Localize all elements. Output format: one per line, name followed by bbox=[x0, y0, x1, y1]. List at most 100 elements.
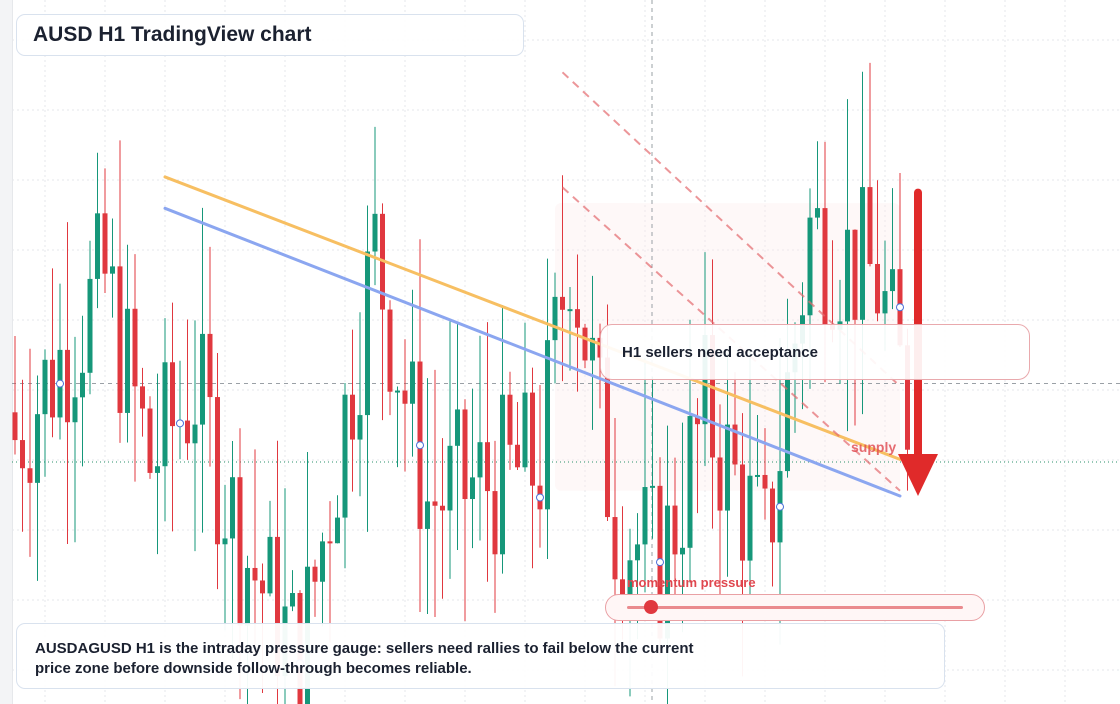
candle-bearish bbox=[327, 541, 333, 544]
candle-bullish bbox=[552, 296, 558, 341]
candle-bullish bbox=[477, 442, 483, 478]
candle-bullish bbox=[815, 208, 820, 218]
candle-bullish bbox=[845, 229, 850, 322]
candle-bearish bbox=[252, 567, 258, 581]
candle-bearish bbox=[485, 442, 490, 492]
event-marker bbox=[896, 303, 904, 312]
candle-bearish bbox=[12, 412, 18, 441]
event-marker bbox=[56, 379, 64, 388]
candle-bullish bbox=[230, 477, 235, 539]
candle-bullish bbox=[395, 390, 400, 393]
candle-bearish bbox=[215, 397, 220, 545]
candle-bearish bbox=[710, 335, 715, 458]
candle-bullish bbox=[860, 187, 865, 320]
candle-bearish bbox=[65, 349, 70, 423]
candle-bearish bbox=[440, 505, 445, 511]
candle-bullish bbox=[267, 536, 273, 594]
candle-bullish bbox=[642, 487, 648, 545]
candle-bullish bbox=[42, 359, 48, 415]
candle-bearish bbox=[387, 309, 393, 392]
candle-bullish bbox=[522, 392, 528, 468]
candle-bearish bbox=[170, 362, 175, 427]
candle-bearish bbox=[605, 357, 610, 518]
candle-bearish bbox=[147, 408, 153, 473]
candle-bearish bbox=[207, 333, 213, 398]
candle-bearish bbox=[50, 359, 55, 418]
candle-bearish bbox=[717, 457, 723, 511]
candle-bullish bbox=[665, 505, 670, 639]
left-toolbar-rail bbox=[0, 0, 13, 704]
moving-average-orange bbox=[163, 175, 902, 461]
candle-bullish bbox=[747, 475, 753, 561]
candle-bearish bbox=[582, 327, 588, 361]
candle-bearish bbox=[140, 386, 145, 409]
candle-bullish bbox=[365, 251, 370, 416]
candle-bullish bbox=[545, 340, 550, 510]
candle-bearish bbox=[132, 308, 138, 387]
candle-bearish bbox=[237, 477, 243, 626]
candle-bullish bbox=[72, 397, 78, 423]
momentum-pressure-slider[interactable] bbox=[605, 594, 985, 621]
candle-bullish bbox=[357, 415, 363, 440]
moving-average-blue bbox=[163, 206, 902, 498]
candle-bullish bbox=[785, 372, 790, 472]
candle-bullish bbox=[342, 394, 348, 518]
candle-bullish bbox=[335, 517, 340, 544]
event-marker bbox=[536, 493, 544, 502]
candle-bullish bbox=[687, 416, 693, 548]
candle-bullish bbox=[162, 362, 168, 467]
candle-bearish bbox=[732, 424, 738, 465]
candle-bullish bbox=[320, 541, 325, 582]
candle-bullish bbox=[95, 213, 100, 279]
candle-bullish bbox=[627, 560, 633, 605]
candle-bearish bbox=[350, 394, 355, 440]
candle-bullish bbox=[455, 409, 460, 446]
candle-bearish bbox=[695, 416, 700, 425]
candle-bullish bbox=[155, 466, 160, 473]
candle-bearish bbox=[432, 501, 438, 506]
event-marker bbox=[776, 502, 784, 511]
candle-bullish bbox=[680, 547, 685, 555]
event-marker bbox=[416, 441, 424, 450]
candle-bearish bbox=[402, 390, 408, 404]
event-marker bbox=[656, 558, 664, 567]
candle-bearish bbox=[530, 392, 535, 486]
momentum-knob[interactable] bbox=[643, 600, 658, 614]
candle-bearish bbox=[852, 229, 858, 320]
candle-bullish bbox=[470, 477, 475, 500]
candle-bullish bbox=[807, 217, 813, 316]
event-marker bbox=[176, 419, 184, 428]
candle-bullish bbox=[80, 372, 85, 398]
candle-bearish bbox=[905, 345, 910, 450]
candle-bearish bbox=[260, 580, 265, 594]
candle-bullish bbox=[110, 266, 115, 274]
candle-bullish bbox=[755, 474, 760, 477]
candle-bearish bbox=[740, 464, 745, 561]
candle-bearish bbox=[612, 517, 618, 580]
candle-bearish bbox=[20, 440, 25, 469]
candle-bearish bbox=[762, 474, 768, 489]
candle-bearish bbox=[102, 213, 108, 274]
candle-bearish bbox=[770, 488, 775, 543]
candle-bullish bbox=[500, 394, 505, 555]
candle-bullish bbox=[35, 414, 40, 483]
candle-bullish bbox=[882, 291, 888, 314]
supply-zone-label: supply bbox=[851, 439, 897, 455]
candle-bullish bbox=[635, 544, 640, 561]
candle-bearish bbox=[620, 579, 625, 605]
candle-bearish bbox=[185, 420, 190, 444]
candle-bullish bbox=[567, 309, 573, 312]
candle-bullish bbox=[725, 424, 730, 511]
candle-bearish bbox=[867, 187, 873, 264]
candle-bullish bbox=[372, 213, 378, 252]
down-arrow-head bbox=[898, 454, 938, 496]
candle-bullish bbox=[890, 269, 895, 292]
description-box: AUSDAGUSD H1 is the intraday pressure ga… bbox=[16, 623, 945, 689]
candle-bullish bbox=[425, 501, 430, 529]
momentum-label: momentum pressure bbox=[627, 575, 756, 590]
candle-bearish bbox=[492, 491, 498, 555]
candle-bearish bbox=[560, 296, 565, 310]
sellers-callout: H1 sellers need acceptance bbox=[600, 324, 1030, 380]
candle-bearish bbox=[27, 468, 33, 483]
candle-bullish bbox=[590, 337, 595, 361]
